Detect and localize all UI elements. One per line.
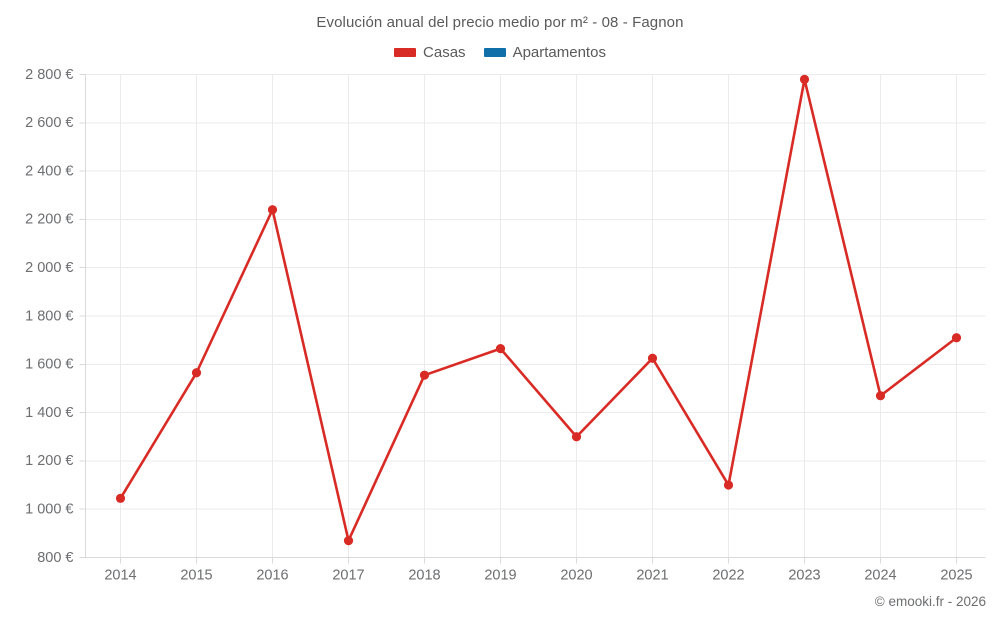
legend-item-apartamentos[interactable]: Apartamentos — [483, 44, 606, 61]
data-point[interactable]: 2022 : 1100 — [723, 480, 734, 490]
data-point[interactable]: 2014 : 1045 — [115, 493, 126, 503]
legend-label-apartamentos: Apartamentos — [512, 44, 606, 61]
x-tick-label: 2018 — [408, 568, 440, 584]
y-tick-label: 2 800 € — [25, 67, 73, 83]
x-tick-label: 2016 — [256, 568, 288, 584]
data-point[interactable]: 2023 : 2780 — [799, 74, 810, 84]
x-tick-label: 2017 — [332, 568, 364, 584]
grid-lines — [79, 74, 986, 564]
credit-text: © emooki.fr - 2026 — [874, 594, 986, 609]
y-tick-label: 1 400 € — [25, 405, 73, 421]
x-tick-label: 2019 — [484, 568, 516, 584]
x-tick-label: 2023 — [788, 568, 820, 584]
x-tick-label: 2025 — [940, 568, 972, 584]
y-tick-label: 1 200 € — [25, 453, 73, 469]
x-tick-label: 2022 — [712, 568, 744, 584]
y-axis-tick-labels: 800 € 1 000 € 1 200 € 1 400 € 1 600 € 1 800 €… — [25, 67, 73, 566]
x-tick-label: 2020 — [560, 568, 592, 584]
axis-lines — [85, 74, 986, 558]
data-point[interactable]: 2017 : 870 — [343, 535, 354, 546]
y-tick-label: 800 € — [37, 550, 73, 566]
data-point[interactable]: 2015 : 1565 — [191, 368, 202, 378]
data-point[interactable]: 2024 : 1470 — [875, 391, 886, 401]
data-point[interactable]: 2025 : 1710 — [951, 333, 962, 343]
data-point[interactable]: 2020 : 1300 — [571, 432, 582, 442]
x-tick-label: 2021 — [636, 568, 668, 584]
data-point[interactable]: 2016 : 2240 — [267, 205, 278, 215]
x-tick-label: 2015 — [180, 568, 212, 584]
legend-swatch-icon-casas — [394, 48, 417, 57]
legend-swatch-icon-apartamentos — [483, 48, 506, 57]
y-tick-label: 2 200 € — [25, 212, 73, 228]
x-tick-label: 2014 — [104, 568, 136, 584]
x-axis-tick-labels: 2014 2015 2016 2017 2018 2019 2020 2021 2022 2023… — [104, 568, 972, 584]
data-point[interactable]: 2018 : 1555 — [419, 370, 430, 380]
y-tick-label: 2 600 € — [25, 115, 73, 131]
y-tick-label: 2 000 € — [25, 260, 73, 276]
series-line-casas — [119, 78, 958, 542]
legend-label-casas: Casas — [423, 44, 466, 61]
y-tick-label: 2 400 € — [25, 163, 73, 179]
y-tick-label: 1 000 € — [25, 502, 73, 518]
chart-legend: Casas Apartamentos — [0, 44, 1000, 61]
data-point[interactable]: 2019 : 1665 — [495, 344, 506, 354]
y-tick-label: 1 600 € — [25, 357, 73, 373]
legend-item-casas[interactable]: Casas — [394, 44, 466, 61]
x-tick-label: 2024 — [864, 568, 896, 584]
chart-title: Evolución anual del precio medio por m² … — [316, 14, 684, 31]
y-tick-label: 1 800 € — [25, 308, 73, 324]
data-point[interactable]: 2021 : 1625 — [647, 353, 658, 363]
data-series: 2014 : 1045 2015 : 1565 2016 : 2240 2017 : … — [115, 74, 962, 546]
